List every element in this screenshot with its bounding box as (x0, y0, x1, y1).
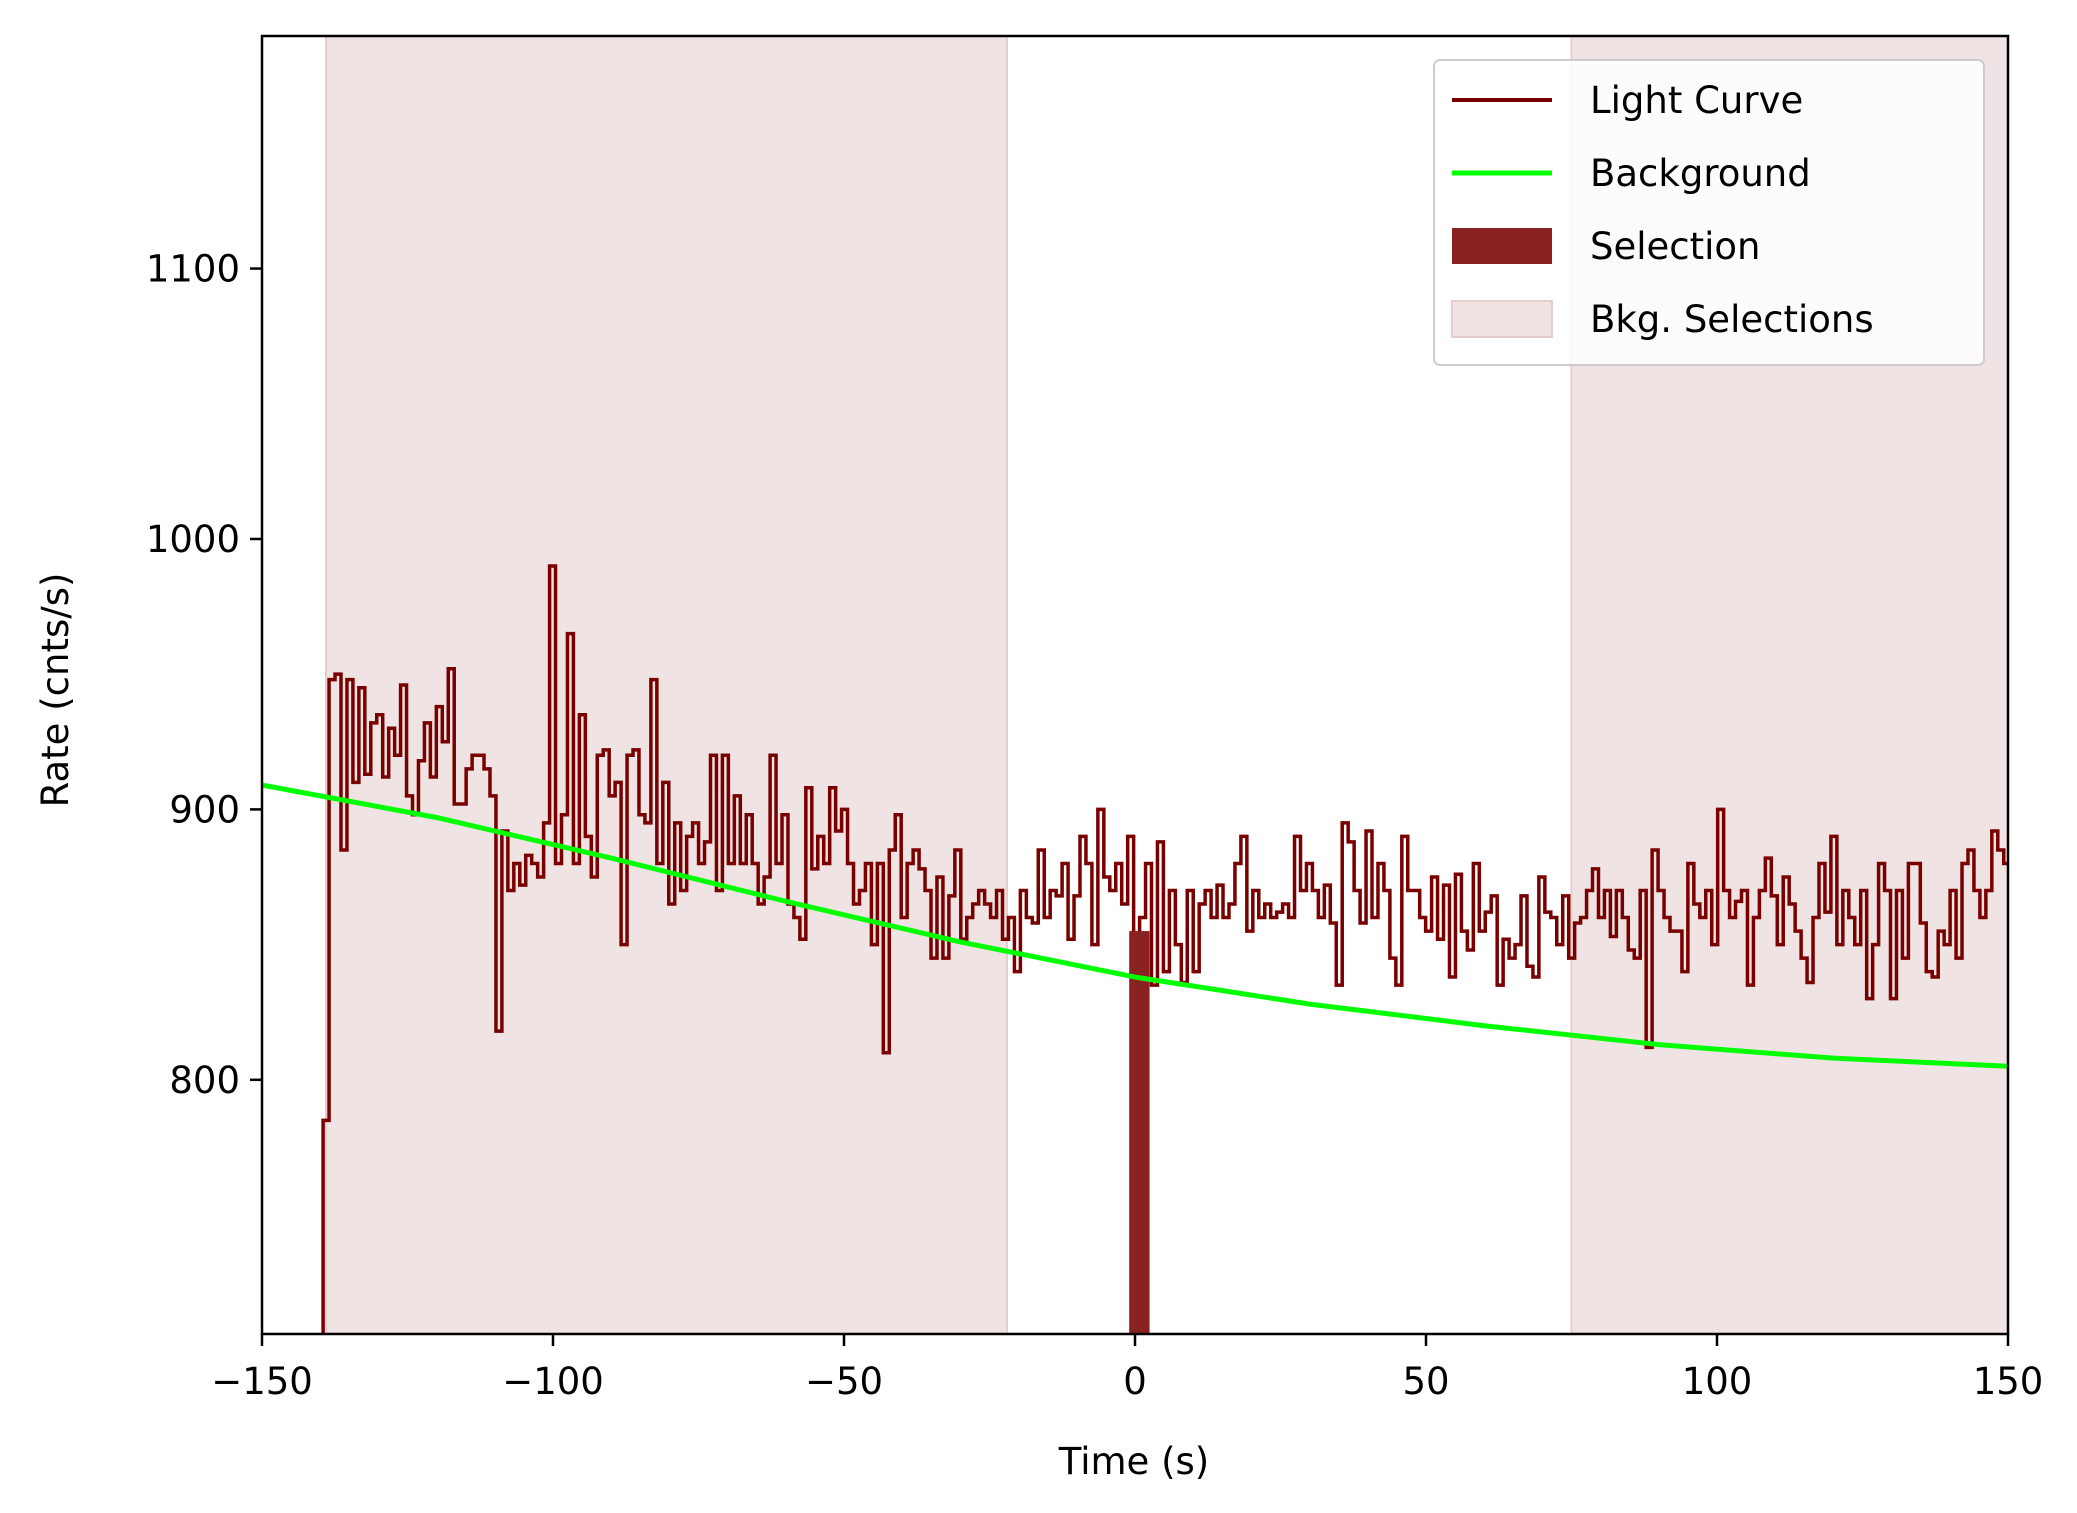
legend-label-selection: Selection (1590, 225, 1761, 268)
axes: −150 −100 −50 0 50 100 150 800 900 1000 1100 (146, 34, 2044, 1403)
legend-label-light-curve: Light Curve (1590, 79, 1803, 122)
legend-handle-selection (1452, 228, 1552, 264)
light-curve-line (321, 564, 2008, 1334)
x-tick-label: 150 (1973, 1360, 2044, 1403)
legend-box (1433, 59, 1985, 366)
x-tick-label: −150 (211, 1360, 313, 1403)
x-tick-label: −100 (502, 1360, 604, 1403)
x-tick-label: 100 (1682, 1360, 1753, 1403)
x-tick-label: −50 (805, 1360, 883, 1403)
legend: Light Curve Background Selection Bkg. Selec… (1433, 59, 1985, 366)
y-tick-label: 1000 (146, 518, 240, 561)
x-tick-label: 50 (1402, 1360, 1449, 1403)
bkg-selection-span (325, 36, 1008, 1334)
legend-label-bkg-selections: Bkg. Selections (1590, 298, 1874, 341)
y-tick-label: 1100 (146, 248, 240, 291)
selection-bar (1129, 931, 1150, 1334)
legend-handle-bkg-selections (1451, 300, 1553, 338)
x-tick-label: 0 (1123, 1360, 1147, 1403)
background-curve (262, 782, 2008, 1069)
y-axis-label: Rate (cnts/s) (34, 573, 77, 808)
y-tick-label: 800 (169, 1059, 240, 1102)
legend-label-background: Background (1590, 152, 1811, 195)
x-axis-label: Time (s) (1058, 1440, 1209, 1483)
y-tick-label: 900 (169, 788, 240, 831)
